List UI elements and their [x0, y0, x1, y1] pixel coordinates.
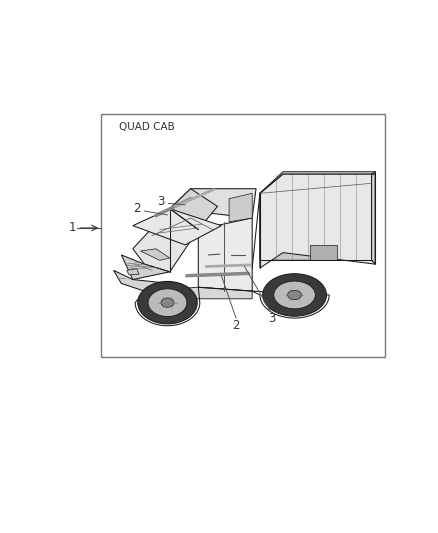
Ellipse shape: [148, 289, 187, 317]
Ellipse shape: [288, 290, 301, 300]
Text: 3: 3: [268, 312, 275, 325]
Polygon shape: [371, 172, 375, 264]
Ellipse shape: [138, 281, 197, 324]
Polygon shape: [260, 174, 371, 260]
Text: 1: 1: [68, 222, 76, 235]
Bar: [101, 114, 385, 357]
Polygon shape: [145, 287, 252, 303]
Ellipse shape: [161, 298, 174, 308]
Polygon shape: [170, 189, 218, 230]
Ellipse shape: [274, 281, 315, 309]
Ellipse shape: [263, 274, 326, 316]
Polygon shape: [170, 189, 256, 218]
Polygon shape: [260, 172, 375, 268]
Polygon shape: [121, 255, 170, 280]
Text: 3: 3: [157, 195, 164, 207]
Polygon shape: [133, 209, 221, 245]
Polygon shape: [133, 209, 198, 272]
Text: 2: 2: [133, 202, 141, 215]
Polygon shape: [113, 270, 170, 291]
Polygon shape: [310, 245, 337, 260]
Polygon shape: [127, 269, 139, 275]
Text: 2: 2: [232, 319, 240, 332]
Polygon shape: [229, 193, 252, 222]
Polygon shape: [141, 249, 170, 260]
Text: QUAD CAB: QUAD CAB: [119, 122, 175, 132]
Polygon shape: [198, 218, 252, 291]
